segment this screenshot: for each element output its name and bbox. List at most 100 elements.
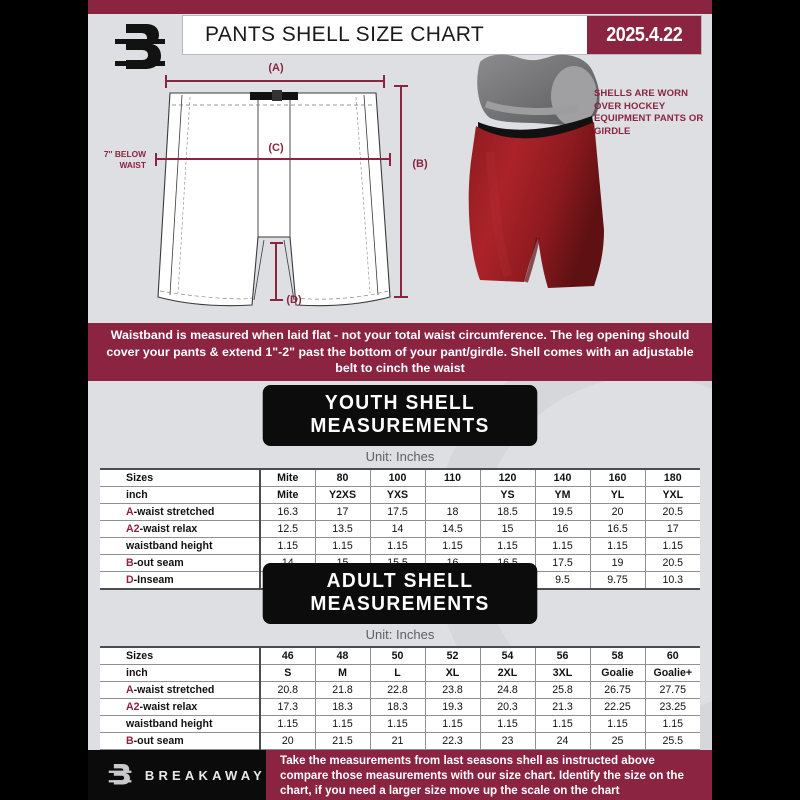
- footer-wordmark: BREAKAWAY: [144, 767, 266, 783]
- table-cell: 23.8: [424, 681, 481, 699]
- table-cell: 24: [534, 732, 591, 750]
- table-cell: 1.15: [369, 715, 426, 733]
- table-cell: 20.5: [644, 554, 700, 572]
- table-cell: 1.15: [424, 715, 481, 733]
- table-cell: 23.25: [644, 698, 700, 716]
- table-row: A2-waist relax 17.3 18.3 18.3 19.3 20.3 21.3 22…: [100, 698, 700, 716]
- table-cell: 60: [644, 646, 700, 665]
- table-cell: 25: [589, 732, 646, 750]
- table-cell: 50: [369, 646, 426, 665]
- row-label: waistband height: [100, 537, 261, 555]
- date-badge-label: 2025.4.22: [605, 23, 683, 46]
- diagram-label-d: (D): [286, 294, 302, 306]
- table-cell: 54: [479, 646, 536, 665]
- table-cell: 19.5: [534, 503, 591, 521]
- table-cell: 180: [644, 468, 700, 487]
- youth-section: YOUTH SHELL MEASUREMENTS Unit: Inches Si…: [88, 385, 712, 590]
- table-cell: 16.3: [259, 503, 316, 521]
- shell-technical-diagram: (A) (B) (C) (D) 7'' BELOW WAIST: [98, 55, 458, 315]
- table-cell: 20: [259, 732, 316, 750]
- breakaway-b-logo-icon: [112, 18, 168, 80]
- table-row: A2-waist relax 12.5 13.5 14 14.5 15 16 16.5 17: [100, 520, 700, 538]
- table-cell: 1.15: [479, 715, 536, 733]
- table-cell: 18.3: [314, 698, 371, 716]
- table-cell: Y2XS: [314, 486, 371, 504]
- youth-section-title: YOUTH SHELL MEASUREMENTS: [262, 385, 538, 446]
- table-row: waistband height 1.15 1.15 1.15 1.15 1.15 1.15…: [100, 537, 700, 555]
- row-label: B-out seam: [100, 554, 261, 572]
- row-label: Sizes: [100, 646, 261, 665]
- table-cell: 12.5: [259, 520, 316, 538]
- table-cell: 10.3: [644, 571, 700, 590]
- row-label: B-out seam: [100, 732, 261, 750]
- table-cell: 110: [424, 468, 481, 487]
- footer-instruction: Take the measurements from last seasons …: [266, 750, 712, 800]
- table-cell: 3XL: [534, 664, 591, 682]
- table-cell: 19.3: [424, 698, 481, 716]
- table-cell: 48: [314, 646, 371, 665]
- table-cell: 25.8: [534, 681, 591, 699]
- instruction-banner-text: Waistband is measured when laid flat - n…: [106, 328, 694, 376]
- adult-size-table: Sizes 46 48 50 52 54 56 58 60 inch S M L XL 2XL 3XL Goal…: [100, 646, 700, 768]
- table-cell: 25.5: [644, 732, 700, 750]
- table-cell: 18.5: [479, 503, 536, 521]
- table-cell: YXS: [369, 486, 426, 504]
- table-cell: 18: [424, 503, 481, 521]
- diagram-label-a: (A): [268, 62, 284, 74]
- table-cell: 17: [644, 520, 700, 538]
- adult-section-title: ADULT SHELL MEASUREMENTS: [262, 563, 538, 624]
- content-area: PANTS SHELL SIZE CHART 2025.4.22: [88, 0, 712, 800]
- table-cell: 17.3: [259, 698, 316, 716]
- table-cell: 2XL: [479, 664, 536, 682]
- table-cell: 52: [424, 646, 481, 665]
- title-bar: PANTS SHELL SIZE CHART 2025.4.22: [182, 15, 702, 55]
- diagram-below-waist-line2: WAIST: [119, 160, 146, 170]
- date-badge: 2025.4.22: [587, 16, 701, 54]
- row-label: A-waist stretched: [100, 681, 261, 699]
- table-cell: 24.8: [479, 681, 536, 699]
- table-cell: YXL: [644, 486, 700, 504]
- instruction-banner: Waistband is measured when laid flat - n…: [88, 323, 712, 381]
- product-photo: [428, 52, 628, 317]
- diagram-below-waist-line1: 7'' BELOW: [104, 149, 146, 159]
- diagram-label-b: (B): [412, 158, 428, 170]
- youth-unit-label: Unit: Inches: [365, 449, 435, 464]
- table-row: Sizes Mite 80 100 110 120 140 160 180: [100, 468, 700, 487]
- table-cell: 1.15: [534, 715, 591, 733]
- table-cell: YM: [534, 486, 591, 504]
- table-cell: Goalie+: [644, 664, 700, 682]
- row-label: A-waist stretched: [100, 503, 261, 521]
- table-cell: 13.5: [314, 520, 371, 538]
- row-label: A2-waist relax: [100, 698, 261, 716]
- table-cell: 9.5: [534, 571, 591, 590]
- table-cell: 22.25: [589, 698, 646, 716]
- row-label-key: A: [126, 684, 134, 696]
- row-label-key: A2: [126, 523, 140, 535]
- page-title-container: PANTS SHELL SIZE CHART: [183, 16, 587, 54]
- table-cell: Mite: [259, 468, 316, 487]
- photo-note: SHELLS ARE WORN OVER HOCKEY EQUIPMENT PA…: [594, 88, 704, 137]
- table-cell: 18.3: [369, 698, 426, 716]
- adult-unit-label: Unit: Inches: [365, 627, 435, 642]
- table-cell: 20.3: [479, 698, 536, 716]
- table-cell: Mite: [259, 486, 316, 504]
- row-label-key: A: [126, 506, 134, 518]
- table-row: A-waist stretched 16.3 17 17.5 18 18.5 19.5 20 2…: [100, 503, 700, 521]
- table-cell: 9.75: [589, 571, 646, 590]
- table-cell: M: [314, 664, 371, 682]
- row-label-key: D: [126, 574, 134, 586]
- row-label-key: A2: [126, 701, 140, 713]
- table-cell: 20: [589, 503, 646, 521]
- table-cell: 22.3: [424, 732, 481, 750]
- table-cell: 1.15: [314, 537, 371, 555]
- row-label: inch: [100, 486, 261, 504]
- table-cell: YS: [479, 486, 536, 504]
- row-label-key: B: [126, 557, 134, 569]
- table-cell: 1.15: [314, 715, 371, 733]
- table-cell: 16.5: [589, 520, 646, 538]
- table-cell: 100: [369, 468, 426, 487]
- footer-instruction-text: Take the measurements from last seasons …: [280, 753, 684, 797]
- table-cell: 1.15: [259, 715, 316, 733]
- row-label: Sizes: [100, 468, 261, 487]
